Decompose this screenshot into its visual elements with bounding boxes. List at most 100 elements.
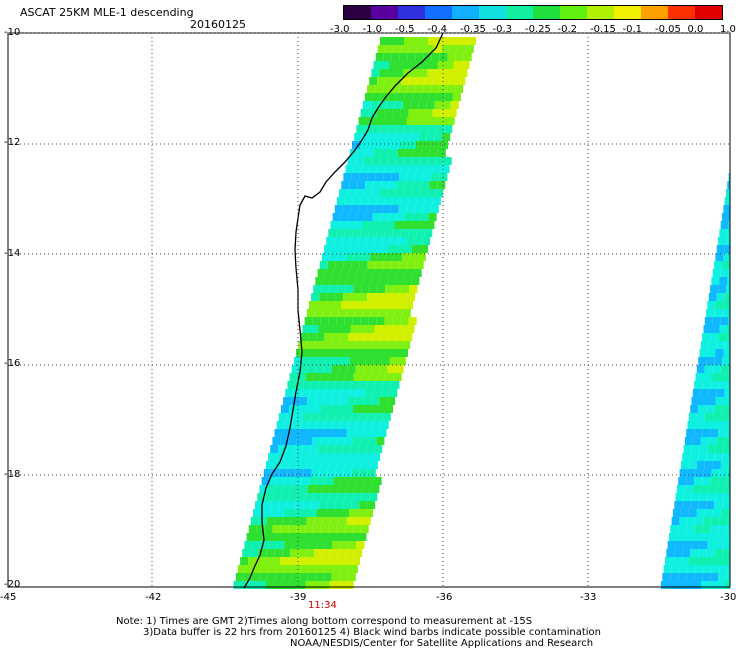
lon-label-30: -30	[720, 592, 737, 603]
swath-cell	[715, 541, 724, 549]
swath-cell	[308, 333, 317, 341]
swath-cell	[719, 421, 728, 429]
swath-cell	[340, 245, 348, 253]
swath-cell	[366, 445, 375, 453]
swath-cell	[314, 549, 323, 557]
swath-cell	[310, 413, 319, 421]
swath-cell	[694, 477, 703, 485]
swath-cell	[435, 189, 444, 197]
swath-cell	[430, 205, 439, 213]
swath-time-label: 11:34	[308, 600, 337, 611]
swath-cell	[440, 141, 448, 149]
swath-cell	[436, 125, 445, 133]
swath-cell	[688, 461, 697, 469]
swath-cell	[361, 461, 370, 469]
swath-cell	[399, 261, 408, 269]
swath-cell	[332, 213, 341, 221]
swath-cell	[718, 477, 727, 485]
swath-cell	[382, 117, 391, 125]
swath-cell	[331, 277, 340, 285]
swath-cell	[402, 101, 411, 109]
swath-cell	[444, 37, 452, 45]
swath-cell	[341, 269, 350, 277]
swath-cell	[429, 61, 438, 69]
map-date: 20160125	[190, 18, 246, 31]
swath-cell	[377, 405, 385, 413]
swath-cell	[339, 365, 348, 373]
swath-cell	[345, 373, 354, 381]
swath-cell	[435, 157, 444, 165]
swath-cell	[724, 245, 730, 253]
swath-cell	[724, 389, 730, 397]
swath-east	[661, 173, 731, 589]
swath-cell	[393, 45, 402, 53]
swath-cell	[360, 141, 368, 149]
lat-label-18: -18	[4, 469, 21, 480]
swath-cell	[372, 245, 380, 253]
swath-cell	[294, 413, 303, 421]
swath-cell	[414, 117, 423, 125]
swath-cell	[704, 413, 713, 421]
lon-label-33: -33	[580, 592, 597, 603]
swath-cell	[327, 261, 336, 269]
swath-cell	[695, 373, 704, 381]
swath-cell	[683, 493, 692, 501]
swath-cell	[314, 341, 323, 349]
swath-cell	[344, 437, 353, 445]
swath-cell	[319, 501, 328, 509]
swath-cell	[306, 309, 315, 317]
swath-cell	[667, 541, 676, 549]
swath-cell	[386, 101, 395, 109]
swath-cell	[381, 149, 390, 157]
swath-cell	[346, 341, 355, 349]
swath-cell	[293, 389, 302, 397]
swath-cell	[376, 141, 384, 149]
swath-cell	[712, 269, 721, 277]
swath-cell	[331, 397, 340, 405]
swath-cell	[360, 349, 368, 357]
swath-cell	[415, 53, 424, 61]
swath-cell	[669, 533, 677, 541]
swath-cell	[713, 557, 721, 565]
swath-cell	[344, 525, 353, 533]
swath-cell	[264, 557, 273, 565]
note-line-1: Note: 1) Times are GMT 2)Times along bot…	[116, 616, 533, 627]
color-scale-label: 0.0	[687, 24, 704, 35]
swath-cell	[292, 421, 301, 429]
swath-cell	[397, 61, 406, 69]
lon-label-39: -39	[290, 592, 307, 603]
color-scale-label: -0.5	[395, 24, 415, 35]
swath-cell	[334, 413, 343, 421]
swath-cell	[321, 405, 329, 413]
swath-cell	[285, 389, 294, 397]
swath-cell	[317, 389, 326, 397]
swath-cell	[317, 269, 326, 277]
swath-cell	[357, 509, 365, 517]
swath-cell	[359, 261, 368, 269]
swath-cell	[359, 293, 368, 301]
swath-cell	[432, 109, 441, 117]
swath-cell	[461, 61, 470, 69]
swath-cell	[707, 301, 716, 309]
swath-cell	[394, 133, 403, 141]
swath-cell	[296, 437, 305, 445]
swath-cell	[351, 173, 360, 181]
swath-cell	[425, 45, 434, 53]
swath-cell	[271, 469, 280, 477]
swath-cell	[351, 381, 360, 389]
swath-cell	[349, 181, 358, 189]
swath-cell	[726, 189, 730, 197]
swath-cell	[377, 165, 386, 173]
swath-cell	[671, 565, 680, 573]
swath-cell	[335, 501, 344, 509]
swath-cell	[328, 525, 337, 533]
swath-cell	[264, 525, 273, 533]
swath-cell	[353, 461, 362, 469]
swath-cell	[377, 253, 386, 261]
swath-cell	[370, 429, 379, 437]
swath-cell	[710, 381, 719, 389]
swath-cell	[671, 517, 680, 525]
swath-cell	[341, 565, 350, 573]
swath-cell	[710, 477, 719, 485]
swath-cell	[275, 485, 284, 493]
